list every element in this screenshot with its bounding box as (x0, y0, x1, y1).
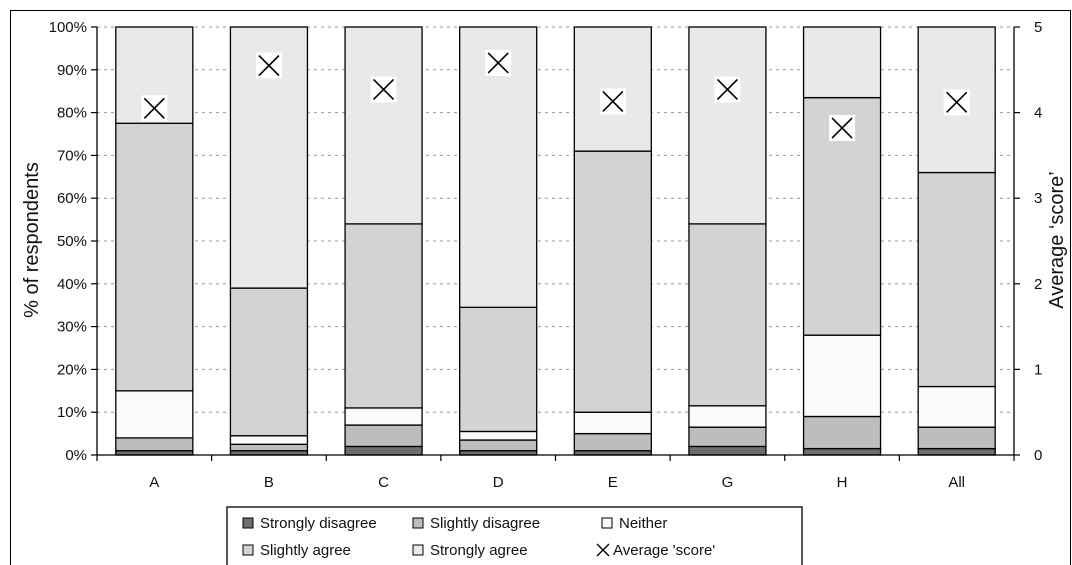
average-score-marker (829, 115, 856, 142)
y-tick-label: 90% (57, 62, 87, 79)
cross-mark (831, 117, 853, 139)
bar-segment-D-4 (459, 306, 538, 433)
cross-mark (946, 91, 968, 113)
x-tick-label: G (722, 474, 734, 491)
x-tick-label: C (378, 474, 389, 491)
axes: A B C D E G H All 0% 10% 20% 30% 40% 50% 60% 70% 80% 90% 1… (49, 19, 1043, 491)
chart-frame (10, 10, 1071, 565)
bar-segment-B-4 (229, 287, 309, 437)
x-tick-label: All (948, 474, 965, 491)
legend-item: Average 'score' (596, 542, 715, 559)
cross-mark (602, 90, 624, 113)
cross-mark (716, 78, 739, 101)
y-axis-title: % of respondents (21, 162, 43, 318)
legend-item: Neither (601, 515, 667, 532)
cross-mark (143, 97, 165, 119)
bar-segment-All-5 (917, 26, 996, 174)
legend-swatch (412, 517, 424, 529)
bar-segment-C-2 (344, 424, 423, 448)
y-tick-label: 30% (57, 319, 87, 336)
legend-item: Slightly disagree (412, 515, 540, 532)
bar-segment-G-1 (688, 445, 767, 456)
x-tick-label: E (608, 474, 618, 491)
cross-mark (487, 52, 509, 74)
legend-label: Neither (619, 515, 667, 532)
y2-tick-label: 0 (1034, 447, 1042, 464)
bar-segment-E-4 (573, 150, 652, 413)
bar-segment-H-5 (802, 26, 882, 99)
bar-segment-All-2 (917, 426, 996, 450)
legend-label: Strongly agree (430, 542, 528, 559)
legend-item: Slightly agree (242, 542, 351, 559)
bars (115, 26, 996, 456)
cross-mark (372, 78, 395, 101)
average-score-marker (370, 76, 397, 103)
y-tick-label: 40% (57, 276, 87, 293)
bar-segment-D-2 (459, 439, 538, 452)
average-score-marker (943, 89, 970, 116)
bar-segment-C-1 (344, 445, 423, 456)
average-score-marker (714, 76, 741, 103)
average-score-marker (255, 52, 282, 79)
y2-tick-label: 2 (1034, 276, 1042, 293)
average-score-marker (485, 49, 512, 76)
bar-segment-A-3 (115, 390, 194, 439)
bar-segment-C-4 (344, 223, 423, 409)
x-tick-label: A (149, 474, 159, 491)
bar-segment-All-3 (917, 385, 996, 428)
bar-segment-A-4 (115, 122, 194, 392)
legend-swatch (412, 544, 424, 556)
bar-segment-G-3 (688, 405, 767, 428)
y-tick-label: 20% (57, 361, 87, 378)
legend-label: Slightly agree (260, 542, 351, 559)
y2-tick-label: 5 (1034, 19, 1042, 36)
x-tick-label: B (264, 474, 274, 491)
legend-label: Average 'score' (613, 542, 715, 559)
cross-mark (258, 54, 280, 77)
bar-segment-B-2 (229, 443, 309, 452)
y2-tick-label: 1 (1034, 361, 1042, 378)
bar-segment-All-1 (917, 447, 996, 456)
y-tick-label: 100% (49, 19, 87, 36)
bar-segment-H-2 (802, 415, 882, 450)
average-score-marker (141, 95, 168, 122)
legend-swatch (242, 544, 254, 556)
y2-tick-label: 4 (1034, 105, 1042, 122)
legend-swatch (242, 517, 254, 529)
legend-label: Strongly disagree (260, 515, 377, 532)
y-tick-label: 70% (57, 147, 87, 164)
bar-segment-A-2 (115, 437, 194, 452)
x-tick-label: D (493, 474, 504, 491)
average-score-marker (599, 88, 626, 115)
legend-item: Strongly disagree (242, 515, 377, 532)
legend-item: Strongly agree (412, 542, 528, 559)
y-tick-label: 10% (57, 404, 87, 421)
bar-segment-E-3 (573, 411, 652, 435)
bar-segment-D-3 (459, 430, 538, 441)
bar-segment-G-4 (688, 223, 767, 407)
x-tick-label: H (837, 474, 848, 491)
y-tick-label: 80% (57, 105, 87, 122)
bar-segment-C-3 (344, 407, 423, 426)
y-tick-label: 0% (65, 447, 87, 464)
y2-tick-label: 3 (1034, 190, 1042, 207)
bar-segment-C-5 (344, 26, 423, 225)
legend: Strongly disagree Slightly disagree Neithe… (226, 506, 803, 565)
bar-segment-B-3 (229, 435, 309, 445)
bar-segment-E-2 (573, 432, 652, 452)
bar-segment-G-5 (688, 26, 767, 225)
average-score-markers (141, 49, 970, 142)
bar-segment-H-1 (802, 447, 882, 456)
y-tick-label: 60% (57, 190, 87, 207)
bar-segment-All-4 (917, 171, 996, 388)
legend-cross-icon (596, 543, 610, 557)
legend-label: Slightly disagree (430, 515, 540, 532)
y-tick-label: 50% (57, 233, 87, 250)
bar-segment-H-3 (802, 334, 882, 418)
legend-box (226, 506, 803, 565)
bar-segment-G-2 (688, 426, 767, 448)
y2-axis-title: Average ‘score’ (1046, 171, 1068, 308)
legend-swatch (601, 517, 613, 529)
